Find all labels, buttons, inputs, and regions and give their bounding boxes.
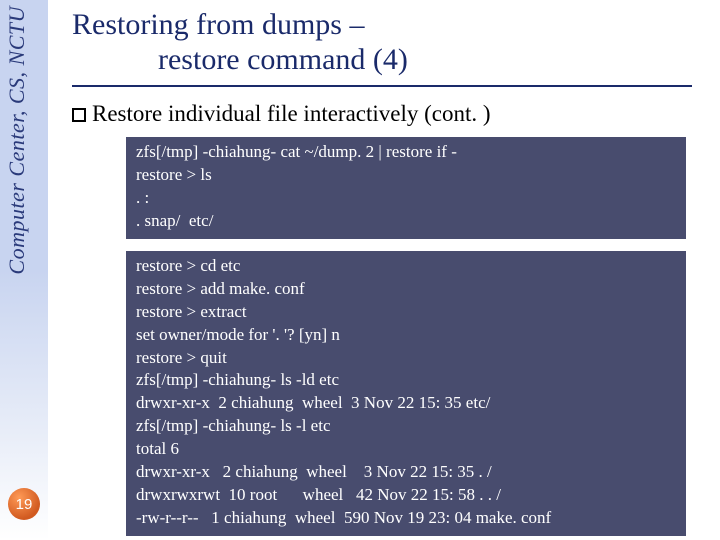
sidebar-vertical-text: Computer Center, CS, NCTU [4,6,30,275]
bullet-line: Restore individual file interactively (c… [72,101,708,127]
terminal-line: total 6 [136,438,676,461]
title-rule [72,85,692,87]
terminal-line: restore > quit [136,347,676,370]
terminal-line: restore > ls [136,164,676,187]
bullet-text: Restore individual file interactively (c… [92,101,491,126]
sidebar: Computer Center, CS, NCTU [0,0,48,540]
page-number: 19 [16,496,33,513]
terminal-line: zfs[/tmp] -chiahung- ls -l etc [136,415,676,438]
terminal-line: . snap/ etc/ [136,210,676,233]
terminal-line: drwxr-xr-x 2 chiahung wheel 3 Nov 22 15:… [136,392,676,415]
bullet-box-icon [72,108,86,122]
terminal-line: zfs[/tmp] -chiahung- cat ~/dump. 2 | res… [136,141,676,164]
page-number-badge: 19 [8,488,40,520]
terminal-line: -rw-r--r-- 1 chiahung wheel 590 Nov 19 2… [136,507,676,530]
slide-title: Restoring from dumps – restore command (… [72,8,708,77]
title-line-1: Restoring from dumps – [72,8,708,43]
terminal-line: zfs[/tmp] -chiahung- ls -ld etc [136,369,676,392]
terminal-line: restore > cd etc [136,255,676,278]
title-line-2: restore command (4) [72,43,708,78]
terminal-line: drwxrwxrwt 10 root wheel 42 Nov 22 15: 5… [136,484,676,507]
terminal-line: restore > add make. conf [136,278,676,301]
slide-content: Restoring from dumps – restore command (… [72,8,708,536]
terminal-line: set owner/mode for '. '? [yn] n [136,324,676,347]
terminal-block-1: zfs[/tmp] -chiahung- cat ~/dump. 2 | res… [126,137,686,239]
terminal-block-2: restore > cd etc restore > add make. con… [126,251,686,536]
terminal-line: . : [136,187,676,210]
terminal-line: drwxr-xr-x 2 chiahung wheel 3 Nov 22 15:… [136,461,676,484]
terminal-line: restore > extract [136,301,676,324]
